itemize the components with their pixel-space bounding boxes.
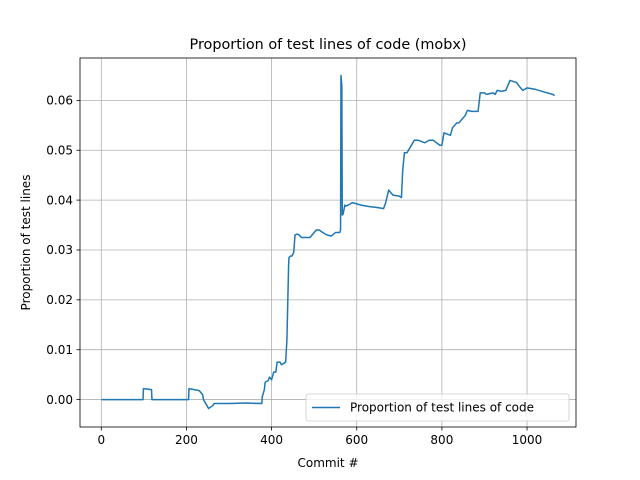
- legend-box: [305, 393, 570, 422]
- x-tick-label: 800: [430, 433, 453, 447]
- x-axis-label: Commit #: [297, 456, 358, 470]
- x-axis-ticks: 0 200 400 600 800 1000: [97, 427, 542, 447]
- x-tick-label: 600: [345, 433, 368, 447]
- plot-area: [80, 58, 576, 427]
- y-axis-ticks: 0.00 0.01 0.02 0.03 0.04 0.05 0.06: [46, 94, 80, 407]
- x-tick-label: 1000: [512, 433, 543, 447]
- x-tick-label: 0: [97, 433, 105, 447]
- y-axis-label: Proportion of test lines: [19, 175, 33, 311]
- axes-frame: [79, 57, 577, 428]
- grid-lines: [80, 58, 576, 427]
- chart-title: Proportion of test lines of code (mobx): [190, 37, 467, 53]
- y-tick-label: 0.04: [46, 193, 73, 207]
- y-tick-label: 0.01: [46, 343, 73, 357]
- series-line: [101, 74, 556, 410]
- y-tick-label: 0.03: [46, 243, 73, 257]
- legend-label: Proportion of test lines of code: [350, 401, 534, 415]
- y-tick-label: 0.06: [46, 94, 73, 108]
- y-tick-label: 0.00: [46, 393, 73, 407]
- x-tick-label: 400: [260, 433, 283, 447]
- y-tick-label: 0.02: [46, 293, 73, 307]
- series-layer: [101, 74, 556, 410]
- legend: Proportion of test lines of code: [305, 393, 570, 422]
- x-tick-label: 200: [175, 433, 198, 447]
- y-tick-label: 0.05: [46, 143, 73, 157]
